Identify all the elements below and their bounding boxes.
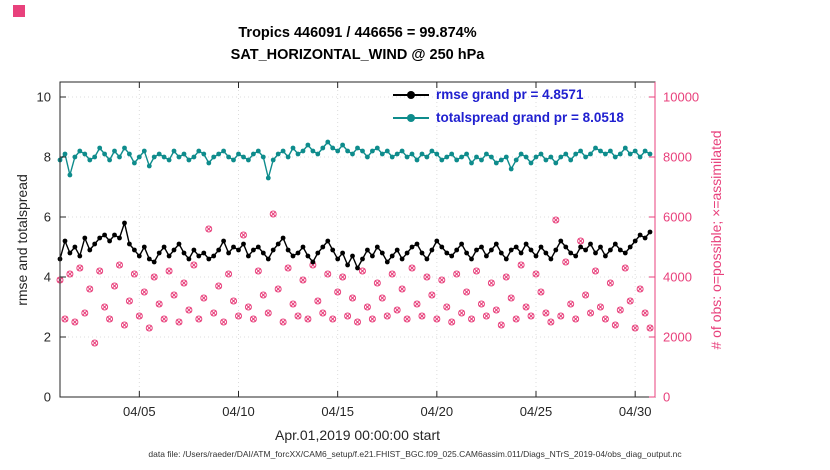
legend-entry-rmse: rmse grand pr = 4.8571 <box>393 83 624 106</box>
svg-text:0: 0 <box>44 390 51 405</box>
svg-text:04/20: 04/20 <box>421 404 454 419</box>
legend: rmse grand pr = 4.8571 totalspread grand… <box>393 83 624 129</box>
svg-text:04/25: 04/25 <box>520 404 553 419</box>
svg-text:6000: 6000 <box>663 210 692 225</box>
svg-text:6: 6 <box>44 210 51 225</box>
legend-entry-totalspread: totalspread grand pr = 8.0518 <box>393 106 624 129</box>
svg-text:8: 8 <box>44 150 51 165</box>
legend-line-sample-rmse <box>393 88 429 102</box>
svg-text:04/15: 04/15 <box>321 404 354 419</box>
chart-title: Tropics 446091 / 446656 = 99.874% SAT_HO… <box>60 22 655 66</box>
legend-marker-rmse <box>407 90 415 99</box>
data-file-caption: data file: /Users/raeder/DAI/ATM_forcXX/… <box>148 449 682 459</box>
y-axis-label-left: rmse and totalspread <box>14 174 30 306</box>
title-line-1: Tropics 446091 / 446656 = 99.874% <box>238 25 477 41</box>
svg-text:2: 2 <box>44 330 51 345</box>
svg-text:8000: 8000 <box>663 150 692 165</box>
svg-text:04/05: 04/05 <box>123 404 156 419</box>
svg-text:04/30: 04/30 <box>619 404 652 419</box>
svg-text:4: 4 <box>44 270 51 285</box>
legend-marker-totalspread <box>407 113 415 122</box>
legend-label-rmse: rmse grand pr = 4.8571 <box>436 87 584 102</box>
corner-marker-square <box>13 5 25 17</box>
svg-text:10000: 10000 <box>663 90 699 105</box>
svg-text:0: 0 <box>663 390 670 405</box>
y-axis-label-right: # of obs: o=possible; ×=assimilated <box>708 130 724 350</box>
svg-text:2000: 2000 <box>663 330 692 345</box>
legend-line-sample-totalspread <box>393 111 429 125</box>
legend-label-totalspread: totalspread grand pr = 8.0518 <box>436 110 624 125</box>
svg-text:04/10: 04/10 <box>222 404 255 419</box>
svg-text:4000: 4000 <box>663 270 692 285</box>
svg-text:10: 10 <box>37 90 51 105</box>
title-line-2: SAT_HORIZONTAL_WIND @ 250 hPa <box>230 47 485 63</box>
x-axis-label: Apr.01,2019 00:00:00 start <box>274 427 440 443</box>
